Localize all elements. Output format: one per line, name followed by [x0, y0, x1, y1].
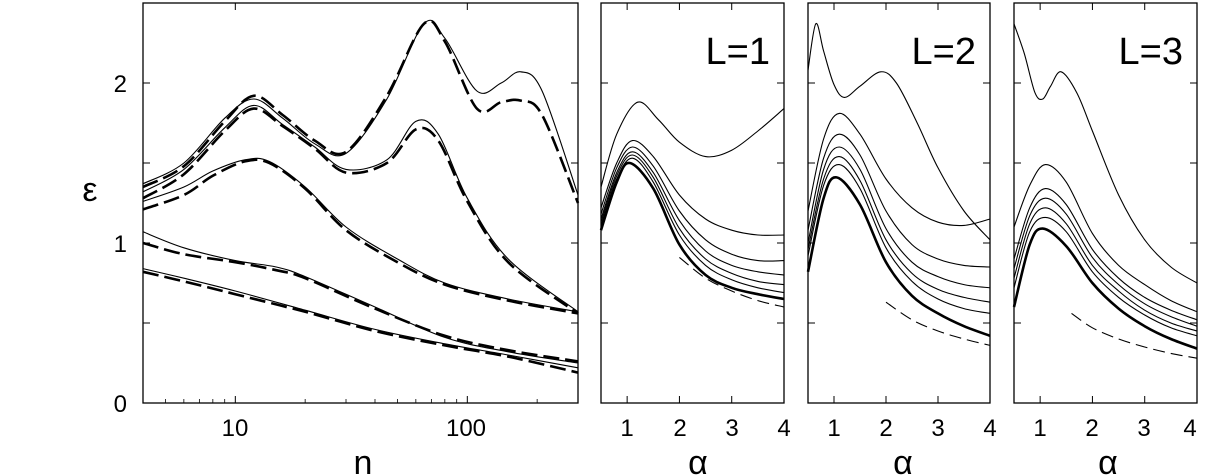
series-line-7-dashed — [885, 301, 991, 346]
panel-L1-ticks — [601, 3, 785, 404]
series-line-5 — [807, 164, 991, 314]
panel-L2-frame — [807, 2, 991, 404]
panel-main-ticks — [143, 3, 579, 404]
x-tick-label-100: 100 — [446, 415, 486, 442]
panel-L1-label: L=1 — [706, 31, 770, 73]
L3-x-tick-label-3: 3 — [1137, 415, 1150, 442]
series-line-7-dashed — [679, 256, 785, 308]
L2-x-tick-label-4: 4 — [983, 415, 996, 442]
y-tick-label-0: 0 — [114, 391, 127, 418]
series-line-7-dashed — [142, 107, 579, 315]
panel-L2: L=2 1 2 3 4 α — [806, 2, 997, 476]
panel-L3-frame — [1013, 2, 1198, 404]
series-line-2 — [142, 231, 579, 364]
series-line-6 — [1012, 227, 1198, 350]
L1-x-tick-label-1: 1 — [620, 415, 633, 442]
series-line-6 — [599, 161, 785, 301]
panel-L1-curves — [599, 101, 785, 308]
panel-L2-label: L=2 — [912, 31, 976, 73]
panel-L3-ticks — [1014, 3, 1198, 404]
panel-L2-curves — [806, 23, 991, 346]
series-line-1 — [807, 112, 991, 227]
series-line-6 — [806, 176, 991, 338]
panel-L3-curves — [1012, 23, 1198, 359]
series-line-1 — [1013, 164, 1198, 313]
panel-main-curves — [142, 19, 580, 374]
L1-x-axis-title: α — [688, 444, 708, 476]
panel-main: 0 1 2 10 100 ε n — [82, 2, 580, 476]
L3-x-tick-label-2: 2 — [1085, 415, 1098, 442]
series-line-4 — [807, 156, 991, 303]
panel-main-frame — [142, 2, 579, 404]
series-line-0 — [600, 101, 785, 188]
L1-x-tick-label-3: 3 — [725, 415, 738, 442]
y-tick-label-2: 2 — [114, 71, 127, 98]
series-line-0 — [142, 268, 579, 369]
x-tick-label-10: 10 — [222, 415, 249, 442]
panel-L1: L=1 1 2 3 4 α — [599, 2, 791, 476]
series-line-7-dashed — [1071, 312, 1198, 359]
series-line-0 — [807, 23, 991, 241]
L3-x-axis-title: α — [1098, 444, 1118, 476]
y-tick-label-1: 1 — [114, 231, 127, 258]
panel-L3-label: L=3 — [1119, 31, 1183, 73]
L2-x-axis-title: α — [893, 444, 913, 476]
series-line-3-dashed — [142, 241, 579, 363]
series-line-5-dashed — [142, 158, 579, 315]
series-line-2 — [807, 133, 991, 268]
series-line-1-dashed — [142, 270, 579, 374]
series-line-2 — [1013, 188, 1198, 321]
L3-x-tick-label-4: 4 — [1183, 415, 1196, 442]
series-line-3 — [807, 146, 991, 289]
series-line-5 — [600, 157, 785, 294]
panel-L1-frame — [600, 2, 785, 404]
series-line-3 — [600, 151, 785, 276]
L1-x-tick-label-2: 2 — [673, 415, 686, 442]
L2-x-tick-label-2: 2 — [879, 415, 892, 442]
panel-L3: L=3 1 2 3 4 α — [1012, 2, 1198, 476]
series-line-0 — [1013, 23, 1198, 284]
x-axis-title: n — [354, 444, 373, 476]
L1-x-tick-label-4: 4 — [777, 415, 790, 442]
L2-x-tick-label-3: 3 — [931, 415, 944, 442]
L2-x-tick-label-1: 1 — [827, 415, 840, 442]
series-line-1 — [600, 140, 785, 236]
series-line-9-dashed — [142, 19, 580, 204]
series-line-5 — [1013, 216, 1198, 337]
series-line-3 — [1013, 197, 1198, 327]
L3-x-tick-label-1: 1 — [1033, 415, 1046, 442]
series-line-6 — [142, 104, 579, 313]
series-line-2 — [600, 146, 785, 262]
series-line-4 — [1013, 207, 1198, 332]
series-line-8 — [142, 19, 579, 196]
series-line-4 — [600, 154, 785, 286]
y-axis-title: ε — [82, 171, 97, 209]
series-line-4 — [142, 157, 579, 313]
